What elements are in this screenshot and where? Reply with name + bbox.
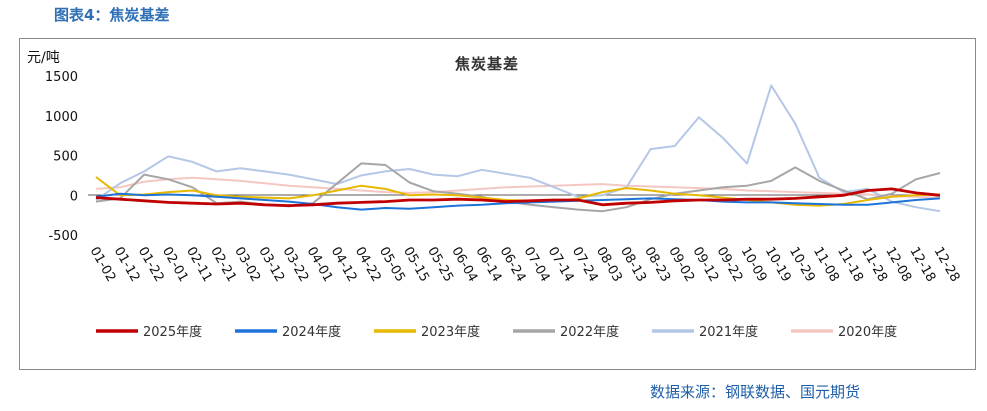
series-line-2025年度 (95, 187, 941, 208)
y-tick-label: -500 (48, 229, 78, 244)
y-tick-label: 0 (70, 189, 78, 204)
data-source: 数据来源：钢联数据、国元期货 (650, 383, 861, 401)
legend-label: 2021年度 (699, 324, 758, 340)
legend-label: 2025年度 (143, 324, 202, 340)
y-tick-label: 1000 (45, 110, 78, 125)
figure-title: 图表4：焦炭基差 (54, 6, 170, 24)
y-tick-label: 1500 (45, 70, 78, 85)
y-axis-label: 元/吨 (27, 50, 60, 66)
series-line-2024年度 (95, 192, 941, 211)
y-tick-label: 500 (53, 150, 78, 165)
legend-label: 2022年度 (560, 324, 619, 340)
chart-title: 焦炭基差 (454, 55, 519, 73)
series-line-2020年度 (95, 176, 941, 199)
legend-label: 2024年度 (282, 324, 341, 340)
series-line-2021年度 (95, 84, 941, 213)
legend-label: 2020年度 (838, 324, 897, 340)
legend-label: 2023年度 (421, 324, 480, 340)
